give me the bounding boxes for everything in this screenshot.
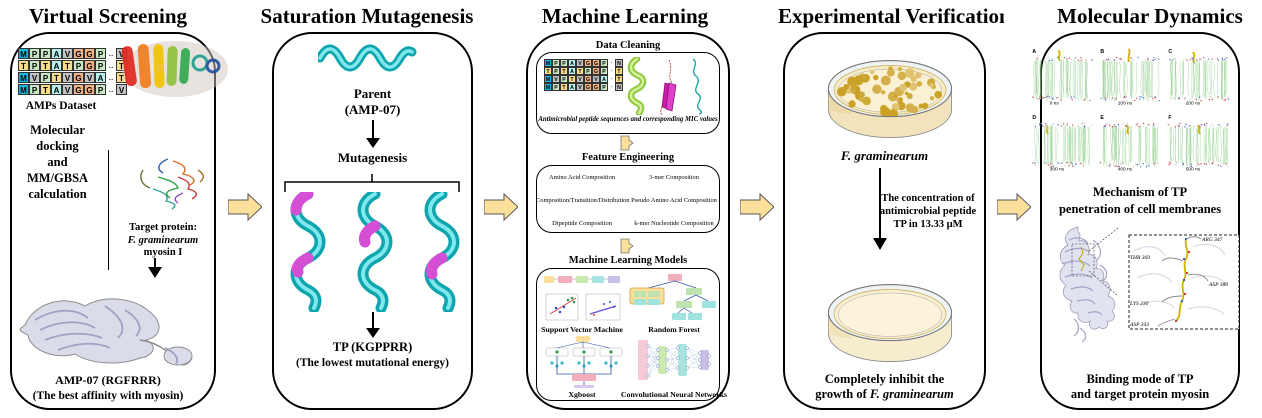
svg-text:200 ns: 200 ns [1186, 100, 1201, 106]
svg-text:500 ns: 500 ns [1186, 166, 1201, 172]
svg-text:0 ns: 0 ns [1050, 100, 1060, 106]
svg-text:F: F [1168, 115, 1171, 121]
svg-text:ARG 347: ARG 347 [1201, 236, 1223, 243]
svg-text:B: B [1100, 49, 1104, 55]
svg-text:100 ns: 100 ns [1118, 100, 1133, 106]
svg-text:A: A [1032, 49, 1036, 55]
svg-text:E: E [1100, 115, 1104, 121]
svg-text:THR 369: THR 369 [1130, 255, 1150, 261]
svg-text:D: D [1032, 115, 1036, 121]
svg-text:400 ns: 400 ns [1118, 166, 1133, 172]
svg-text:C: C [1168, 49, 1172, 55]
svg-text:LYS 230: LYS 230 [1129, 301, 1149, 307]
svg-text:300 ns: 300 ns [1050, 166, 1065, 172]
svg-text:ASP 380: ASP 380 [1208, 282, 1228, 288]
svg-text:ASP 343: ASP 343 [1129, 321, 1149, 328]
